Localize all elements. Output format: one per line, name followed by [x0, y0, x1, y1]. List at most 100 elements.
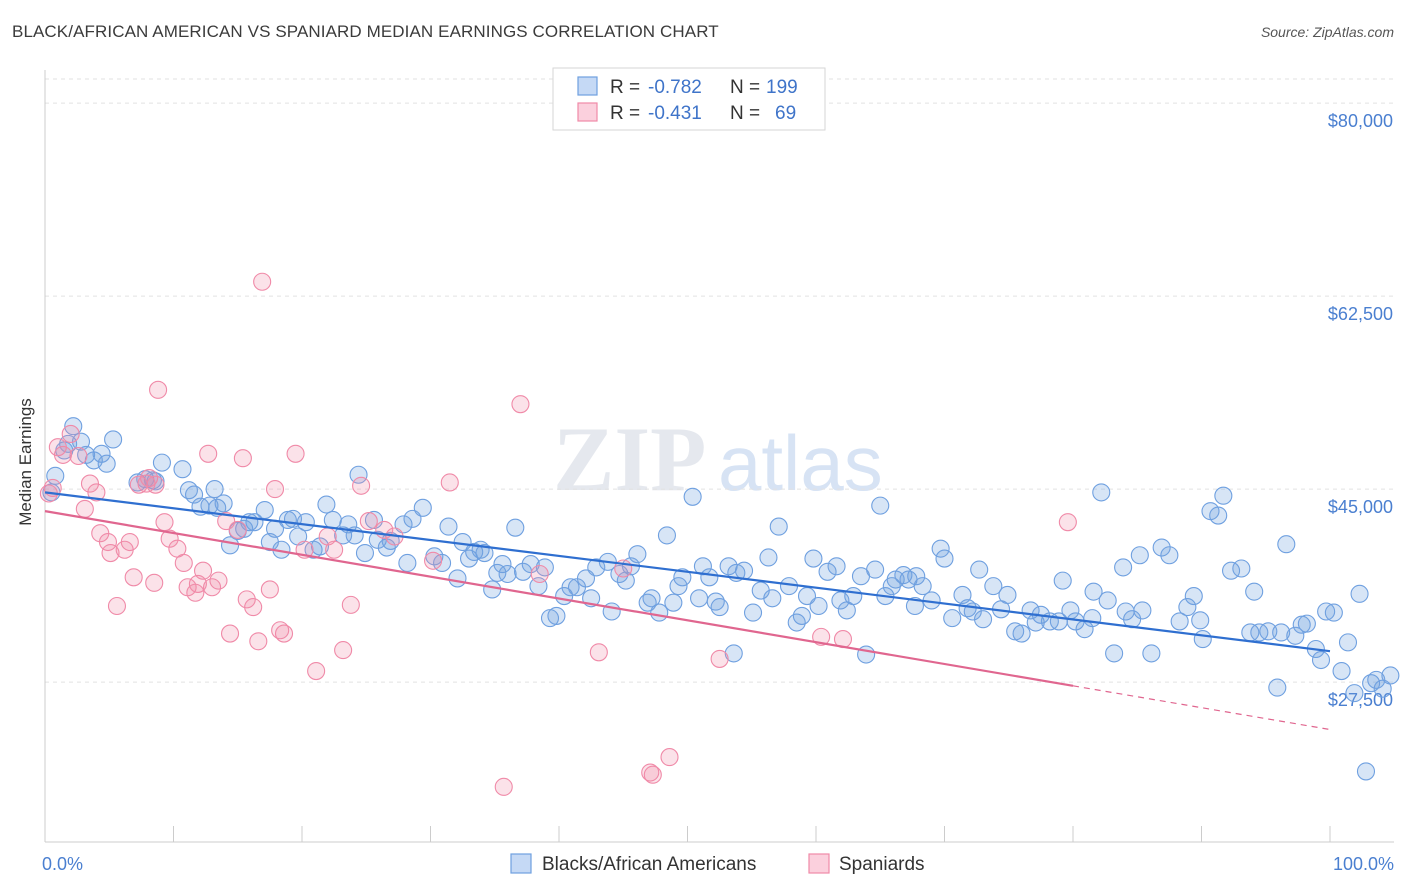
point-blacks: [97, 454, 116, 473]
point-blacks: [809, 596, 828, 616]
point-blacks: [104, 430, 123, 449]
point-spaniards: [274, 624, 294, 643]
point-spaniards: [440, 473, 459, 492]
point-spaniards: [641, 763, 660, 782]
point-spaniards: [260, 580, 279, 599]
point-spaniards: [589, 643, 608, 662]
legend-swatch-spaniards: [577, 102, 598, 122]
point-spaniards: [124, 568, 143, 587]
point-spaniards: [1058, 513, 1077, 532]
point-spaniards: [424, 551, 443, 570]
point-blacks: [759, 548, 778, 567]
point-blacks: [413, 498, 432, 517]
point-spaniards: [120, 532, 139, 552]
x-axis-max-label: 100.0%: [1333, 854, 1394, 874]
point-blacks: [1259, 622, 1278, 641]
point-spaniards: [155, 513, 174, 532]
point-blacks: [394, 515, 413, 534]
point-spaniards: [352, 476, 371, 495]
point-blacks: [205, 480, 224, 499]
point-blacks: [792, 606, 811, 625]
point-blacks: [1012, 624, 1031, 643]
point-blacks: [690, 589, 709, 608]
point-spaniards: [325, 540, 344, 559]
point-spaniards: [307, 662, 326, 681]
point-spaniards: [286, 444, 305, 463]
point-blacks: [1160, 546, 1179, 565]
point-spaniards: [265, 480, 285, 499]
point-spaniards: [209, 571, 228, 590]
bottom-legend-swatch-spaniards: [808, 853, 830, 874]
point-spaniards: [220, 624, 240, 643]
point-blacks: [943, 609, 962, 628]
point-spaniards: [160, 529, 179, 548]
trend-line-spaniards: [44, 510, 1074, 687]
point-blacks: [1133, 601, 1152, 620]
point-blacks: [724, 644, 743, 663]
point-spaniards: [199, 444, 218, 463]
point-blacks: [1345, 684, 1364, 703]
legend-r-value-1: -0.782: [648, 77, 702, 98]
legend-r-label-2: R =: [610, 103, 640, 124]
point-spaniards: [53, 445, 73, 464]
point-blacks: [498, 564, 517, 584]
point-blacks: [628, 545, 647, 564]
point-spaniards: [233, 449, 252, 468]
point-blacks: [669, 577, 688, 596]
point-blacks: [763, 589, 782, 608]
y-axis-label: Median Earnings: [16, 398, 35, 526]
point-blacks: [1317, 602, 1336, 621]
point-spaniards: [249, 632, 268, 651]
legend-n-value-2: 69: [775, 103, 796, 124]
point-blacks: [152, 453, 171, 472]
point-blacks: [355, 544, 375, 563]
data-points: [39, 272, 1400, 796]
point-blacks: [493, 555, 512, 574]
y-tick-label: $62,500: [1328, 304, 1393, 324]
watermark-zip: ZIP: [553, 408, 706, 510]
point-blacks: [1191, 611, 1210, 630]
point-blacks: [818, 562, 837, 581]
point-blacks: [743, 603, 763, 622]
point-blacks: [1277, 535, 1296, 554]
point-blacks: [1311, 650, 1331, 670]
point-blacks: [683, 487, 702, 506]
point-blacks: [1332, 662, 1351, 681]
point-spaniards: [341, 595, 360, 614]
point-spaniards: [87, 483, 106, 502]
point-blacks: [1098, 591, 1117, 610]
bottom-legend-label-spaniards: Spaniards: [839, 854, 925, 875]
point-blacks: [1084, 582, 1103, 601]
point-blacks: [769, 517, 788, 536]
point-blacks: [475, 544, 494, 563]
chart-title: BLACK/AFRICAN AMERICAN VS SPANIARD MEDIA…: [12, 22, 719, 41]
point-blacks: [673, 568, 692, 587]
point-blacks: [1083, 609, 1102, 628]
point-blacks: [1350, 584, 1369, 603]
point-spaniards: [80, 474, 100, 493]
point-blacks: [1142, 644, 1161, 663]
legend-r-label-1: R =: [610, 77, 640, 98]
point-blacks: [1152, 538, 1171, 557]
point-spaniards: [530, 564, 549, 584]
point-spaniards: [643, 765, 662, 784]
point-blacks: [483, 580, 502, 599]
point-blacks: [1245, 582, 1264, 601]
axes: [44, 70, 1394, 843]
point-spaniards: [334, 641, 353, 660]
point-blacks: [1130, 546, 1149, 565]
series-legend: Blacks/African Americans Spaniards: [510, 853, 925, 875]
y-tick-labels: $80,000$62,500$45,000$27,500: [1328, 111, 1393, 710]
point-blacks: [1297, 614, 1316, 633]
point-spaniards: [244, 598, 263, 617]
point-blacks: [521, 555, 540, 574]
point-blacks: [710, 598, 729, 617]
point-spaniards: [511, 395, 530, 414]
point-blacks: [1268, 678, 1287, 697]
watermark-atlas: atlas: [718, 419, 883, 507]
x-axis-min-label: 0.0%: [42, 854, 83, 874]
point-blacks: [448, 569, 467, 588]
point-spaniards: [107, 596, 127, 616]
bottom-legend-label-blacks: Blacks/African Americans: [542, 854, 756, 875]
point-blacks: [587, 558, 606, 577]
